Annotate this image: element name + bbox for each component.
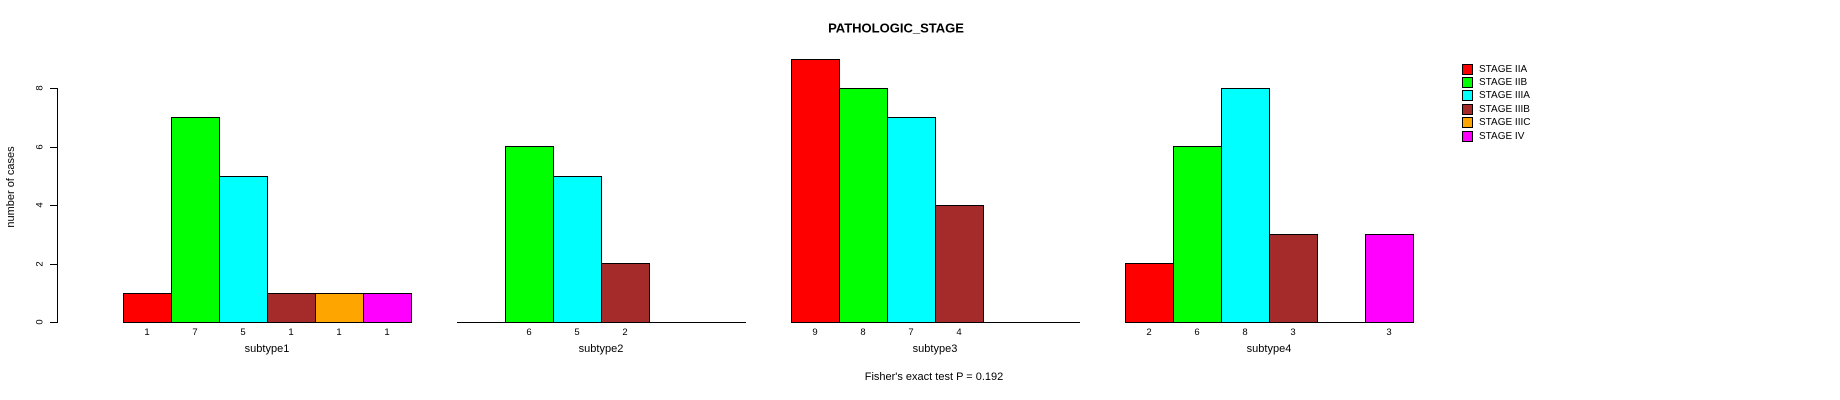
bar-subtype2-stage-iiib — [601, 263, 650, 323]
bar-value-label: 1 — [384, 327, 390, 338]
bar-subtype1-stage-iiic — [315, 293, 364, 323]
bar-subtype1-stage-iiib — [267, 293, 316, 323]
bar-subtype3-stage-iia — [791, 59, 840, 323]
bar-subtype4-stage-iiib — [1269, 234, 1318, 323]
legend-label: STAGE IIB — [1479, 76, 1528, 88]
bar-value-label: 2 — [1146, 327, 1152, 338]
bar-value-label: 6 — [1194, 327, 1200, 338]
x-axis-label-subtype1: subtype1 — [244, 343, 290, 355]
legend-swatch-stage-iiib — [1462, 103, 1473, 115]
bar-value-label: 1 — [288, 327, 294, 338]
bar-value-label: 3 — [1290, 327, 1296, 338]
legend-item-stage-iib: STAGE IIB — [1462, 76, 1527, 88]
bar-value-label: 1 — [336, 327, 342, 338]
y-axis-tick — [50, 205, 57, 206]
bar-subtype3-stage-iib — [839, 88, 888, 323]
legend-swatch-stage-iv — [1462, 130, 1473, 142]
bar-value-label: 6 — [526, 327, 532, 338]
bar-value-label: 8 — [860, 327, 866, 338]
legend-label: STAGE IIA — [1479, 63, 1528, 75]
x-axis-label-subtype4: subtype4 — [1246, 343, 1292, 355]
bar-value-label: 8 — [1242, 327, 1248, 338]
bar-value-label: 5 — [240, 327, 246, 338]
legend-swatch-stage-iib — [1462, 76, 1473, 88]
y-axis-tick-label: 6 — [34, 143, 46, 150]
y-axis-tick-label: 2 — [34, 260, 46, 267]
legend-label: STAGE IV — [1479, 130, 1525, 142]
bar-subtype3-stage-iiia — [887, 117, 936, 323]
fisher-test-annotation: Fisher's exact test P = 0.192 — [864, 371, 1004, 383]
y-axis-tick-label: 4 — [34, 202, 46, 208]
y-axis-tick — [50, 263, 57, 265]
x-axis-label-subtype3: subtype3 — [912, 343, 958, 355]
legend-item-stage-iiib: STAGE IIIB — [1462, 103, 1530, 115]
legend-swatch-stage-iia — [1462, 63, 1473, 75]
bar-subtype1-stage-iiia — [219, 176, 268, 323]
legend-swatch-stage-iiia — [1462, 90, 1473, 102]
bar-subtype1-stage-iv — [363, 293, 412, 323]
bar-subtype4-stage-iiia — [1221, 88, 1270, 323]
bar-subtype1-stage-iia — [123, 293, 172, 323]
legend-label: STAGE IIIC — [1479, 117, 1531, 129]
bar-subtype4-stage-iib — [1173, 146, 1222, 323]
legend-item-stage-iv: STAGE IV — [1462, 130, 1524, 142]
bar-subtype2-stage-iiia — [553, 176, 602, 323]
y-axis-tick-label: 0 — [34, 319, 46, 325]
bar-value-label: 7 — [908, 327, 914, 338]
chart-title: PATHOLOGIC_STAGE — [828, 20, 964, 36]
y-axis-tick — [50, 88, 57, 89]
bar-value-label: 1 — [144, 327, 150, 338]
y-axis-title: number of cases — [5, 146, 17, 228]
bar-value-label: 3 — [1386, 327, 1392, 338]
legend-swatch-stage-iiic — [1462, 117, 1473, 129]
bar-value-label: 7 — [192, 327, 198, 338]
bar-value-label: 4 — [956, 327, 962, 338]
bar-subtype1-stage-iib — [171, 117, 220, 323]
x-axis-label-subtype2: subtype2 — [578, 343, 624, 355]
bar-subtype3-stage-iiib — [935, 205, 984, 323]
bar-subtype4-stage-iv — [1365, 234, 1414, 323]
y-axis-tick — [50, 146, 57, 148]
legend-item-stage-iia: STAGE IIA — [1462, 63, 1527, 75]
bar-value-label: 9 — [812, 327, 818, 338]
y-axis-line — [57, 88, 58, 323]
legend-label: STAGE IIIA — [1479, 90, 1530, 102]
bar-value-label: 2 — [622, 327, 628, 338]
y-axis-tick-label: 8 — [34, 85, 46, 91]
legend-label: STAGE IIIB — [1479, 103, 1530, 115]
bar-subtype2-stage-iib — [505, 146, 554, 323]
legend-item-stage-iiia: STAGE IIIA — [1462, 90, 1530, 102]
bar-value-label: 5 — [574, 327, 580, 338]
legend-item-stage-iiic: STAGE IIIC — [1462, 117, 1531, 129]
bar-subtype4-stage-iia — [1125, 263, 1174, 323]
y-axis-tick — [50, 322, 57, 323]
